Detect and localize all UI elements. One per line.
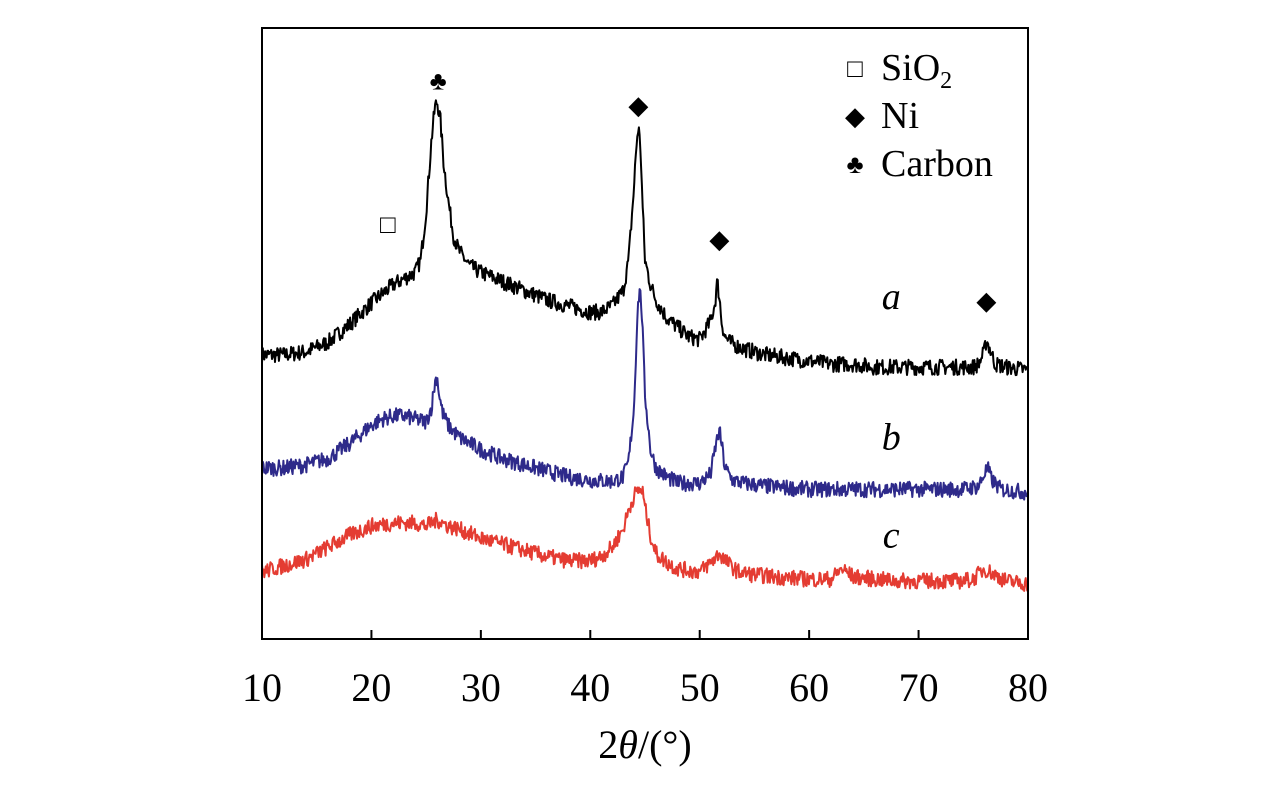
legend-label-subscript: 2 <box>940 68 952 94</box>
peak-marker-layer: ♣ □ ◆ ◆ ◆ <box>380 66 996 315</box>
legend-label-main: Carbon <box>881 143 993 185</box>
legend-label-carbon: Carbon <box>881 143 993 185</box>
series-layer <box>261 99 1029 592</box>
x-tick-label-70: 70 <box>899 665 939 710</box>
x-tick-label-40: 40 <box>570 665 610 710</box>
series-label-b: b <box>882 417 901 459</box>
series-line-b <box>261 288 1029 501</box>
series-line-a <box>261 99 1029 377</box>
series-label-a: a <box>882 276 901 318</box>
x-axis-ticks: 10 20 30 40 50 60 70 80 <box>242 630 1048 710</box>
x-tick-label-30: 30 <box>461 665 501 710</box>
ni-peak-marker-52: ◆ <box>709 225 729 254</box>
series-labels: a b c <box>882 276 901 556</box>
x-tick-label-10: 10 <box>242 665 282 710</box>
club-icon: ♣ <box>846 150 863 179</box>
x-axis-title: 2θ/(°) <box>598 722 691 767</box>
carbon-peak-marker: ♣ <box>430 66 447 95</box>
legend: □ SiO2 ◆ Ni ♣ Carbon <box>845 47 993 185</box>
ni-peak-marker-76: ◆ <box>976 286 996 315</box>
x-tick-label-50: 50 <box>680 665 720 710</box>
series-line-c <box>261 485 1029 592</box>
open-square-icon: □ <box>847 54 863 83</box>
legend-label-main: SiO <box>881 47 940 89</box>
plot-frame <box>261 27 1029 640</box>
x-tick-label-20: 20 <box>351 665 391 710</box>
legend-label-main: Ni <box>881 95 919 137</box>
x-tick-label-60: 60 <box>789 665 829 710</box>
x-axis-title-number: 2 <box>598 722 618 767</box>
x-axis-title-theta: θ <box>618 722 638 767</box>
series-label-c: c <box>883 514 900 556</box>
legend-label-sio2: SiO2 <box>881 47 952 94</box>
x-tick-label-80: 80 <box>1008 665 1048 710</box>
sio2-hump-marker: □ <box>380 210 396 239</box>
filled-diamond-icon: ◆ <box>845 102 865 131</box>
ni-peak-marker-44: ◆ <box>628 91 648 120</box>
legend-label-ni: Ni <box>881 95 919 137</box>
x-axis-title-unit: /(°) <box>638 722 692 767</box>
